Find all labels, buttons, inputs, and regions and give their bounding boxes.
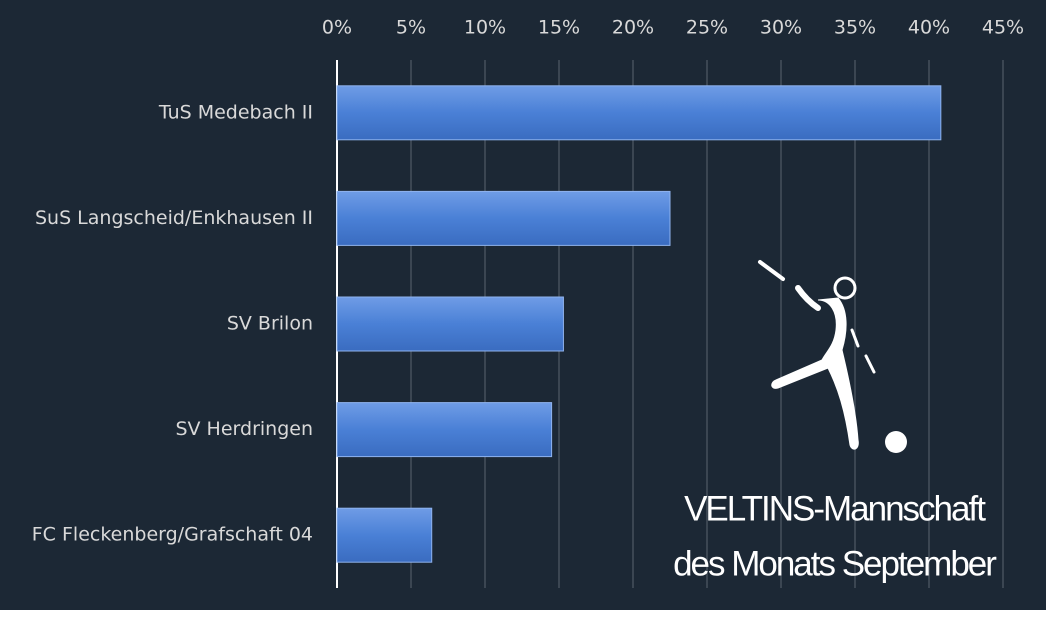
x-tick-label: 15%	[538, 17, 580, 39]
x-tick-label: 0%	[322, 17, 352, 39]
y-tick-label: SV Brilon	[227, 313, 313, 335]
x-tick-label: 30%	[760, 17, 802, 39]
x-tick-label: 40%	[908, 17, 950, 39]
bar	[336, 85, 942, 141]
annotation: VELTINS-Mannschaft	[684, 489, 986, 528]
bar	[336, 402, 553, 458]
bar	[336, 190, 671, 246]
x-tick-label: 25%	[686, 17, 728, 39]
y-tick-label: FC Fleckenberg/Grafschaft 04	[32, 524, 313, 546]
bars	[336, 85, 942, 563]
x-tick-label: 45%	[982, 17, 1024, 39]
x-tick-label: 35%	[834, 17, 876, 39]
bar	[336, 507, 433, 563]
player-icon	[758, 260, 907, 453]
x-tick-label: 20%	[612, 17, 654, 39]
labels: 0% 5% 10% 15% 20% 25% 30% 35% 40% 45% TuS Medebach…	[32, 17, 1024, 546]
y-tick-label: TuS Medebach II	[158, 101, 313, 123]
y-tick-label: SV Herdringen	[175, 418, 313, 440]
x-tick-label: 10%	[464, 17, 506, 39]
y-tick-label: SuS Langscheid/Enkhausen II	[35, 207, 313, 229]
bar	[336, 296, 564, 352]
annotation: des Monats September	[673, 544, 997, 583]
x-tick-label: 5%	[396, 17, 426, 39]
